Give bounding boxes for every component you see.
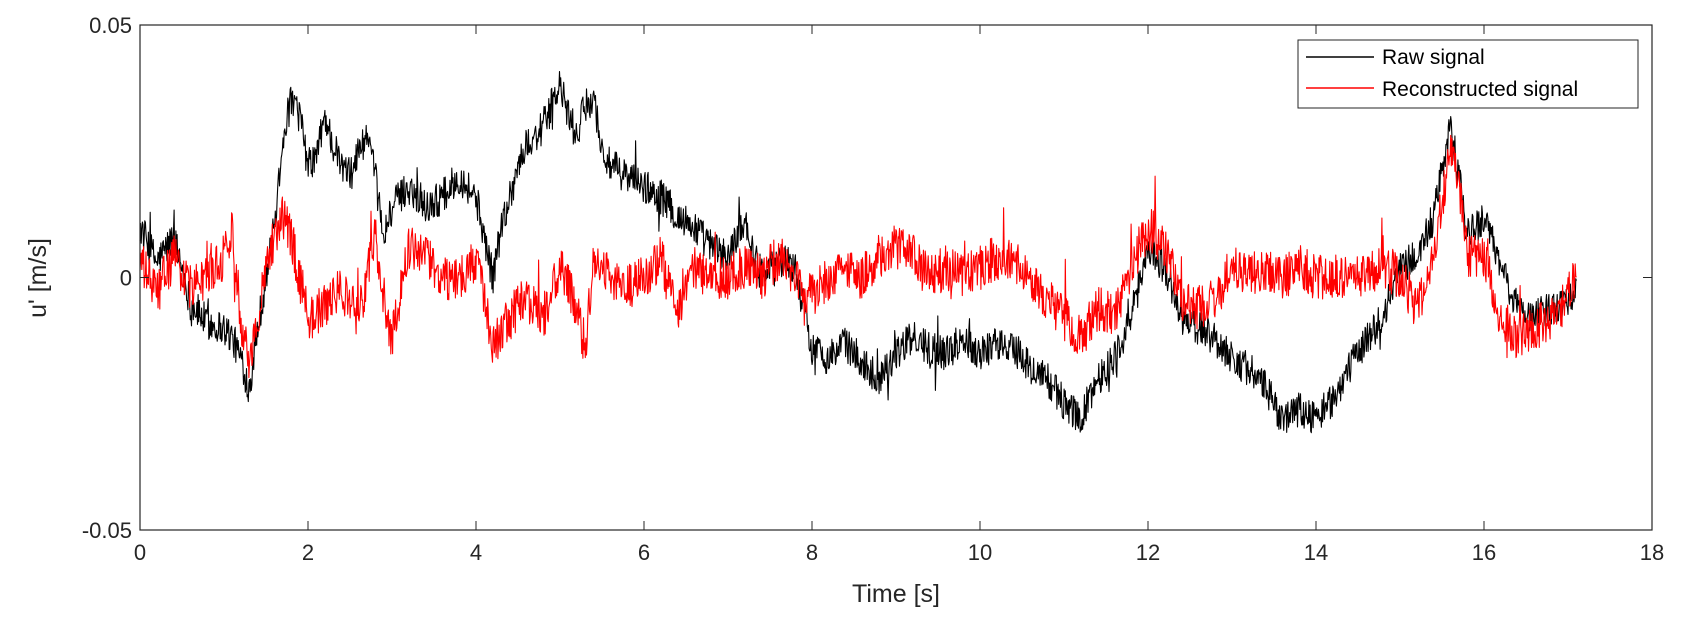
series-line-reconstructed-signal — [139, 134, 1577, 379]
legend-label-raw-signal: Raw signal — [1382, 46, 1485, 69]
x-tick-label: 8 — [806, 540, 818, 565]
legend-box — [1297, 39, 1639, 109]
x-tick-label: 2 — [302, 540, 314, 565]
series-layer — [139, 70, 1577, 434]
x-tick-label: 12 — [1136, 540, 1160, 565]
x-axis-title: Time [s] — [852, 580, 940, 608]
legend: Raw signal Reconstructed signal — [1297, 39, 1639, 109]
x-tick-label: 14 — [1304, 540, 1328, 565]
series-line-raw-signal — [139, 70, 1577, 434]
legend-label-reconstructed-signal: Reconstructed signal — [1382, 78, 1578, 101]
x-tick-label: 10 — [968, 540, 992, 565]
y-tick-label: 0.05 — [89, 13, 132, 38]
x-tick-label: 0 — [134, 540, 146, 565]
x-tick-label: 18 — [1640, 540, 1664, 565]
y-axis-title: u' [m/s] — [24, 238, 52, 318]
x-tick-label: 6 — [638, 540, 650, 565]
y-tick-label: 0 — [120, 266, 132, 291]
x-tick-label: 4 — [470, 540, 482, 565]
y-tick-label: -0.05 — [82, 518, 132, 543]
x-tick-label: 16 — [1472, 540, 1496, 565]
